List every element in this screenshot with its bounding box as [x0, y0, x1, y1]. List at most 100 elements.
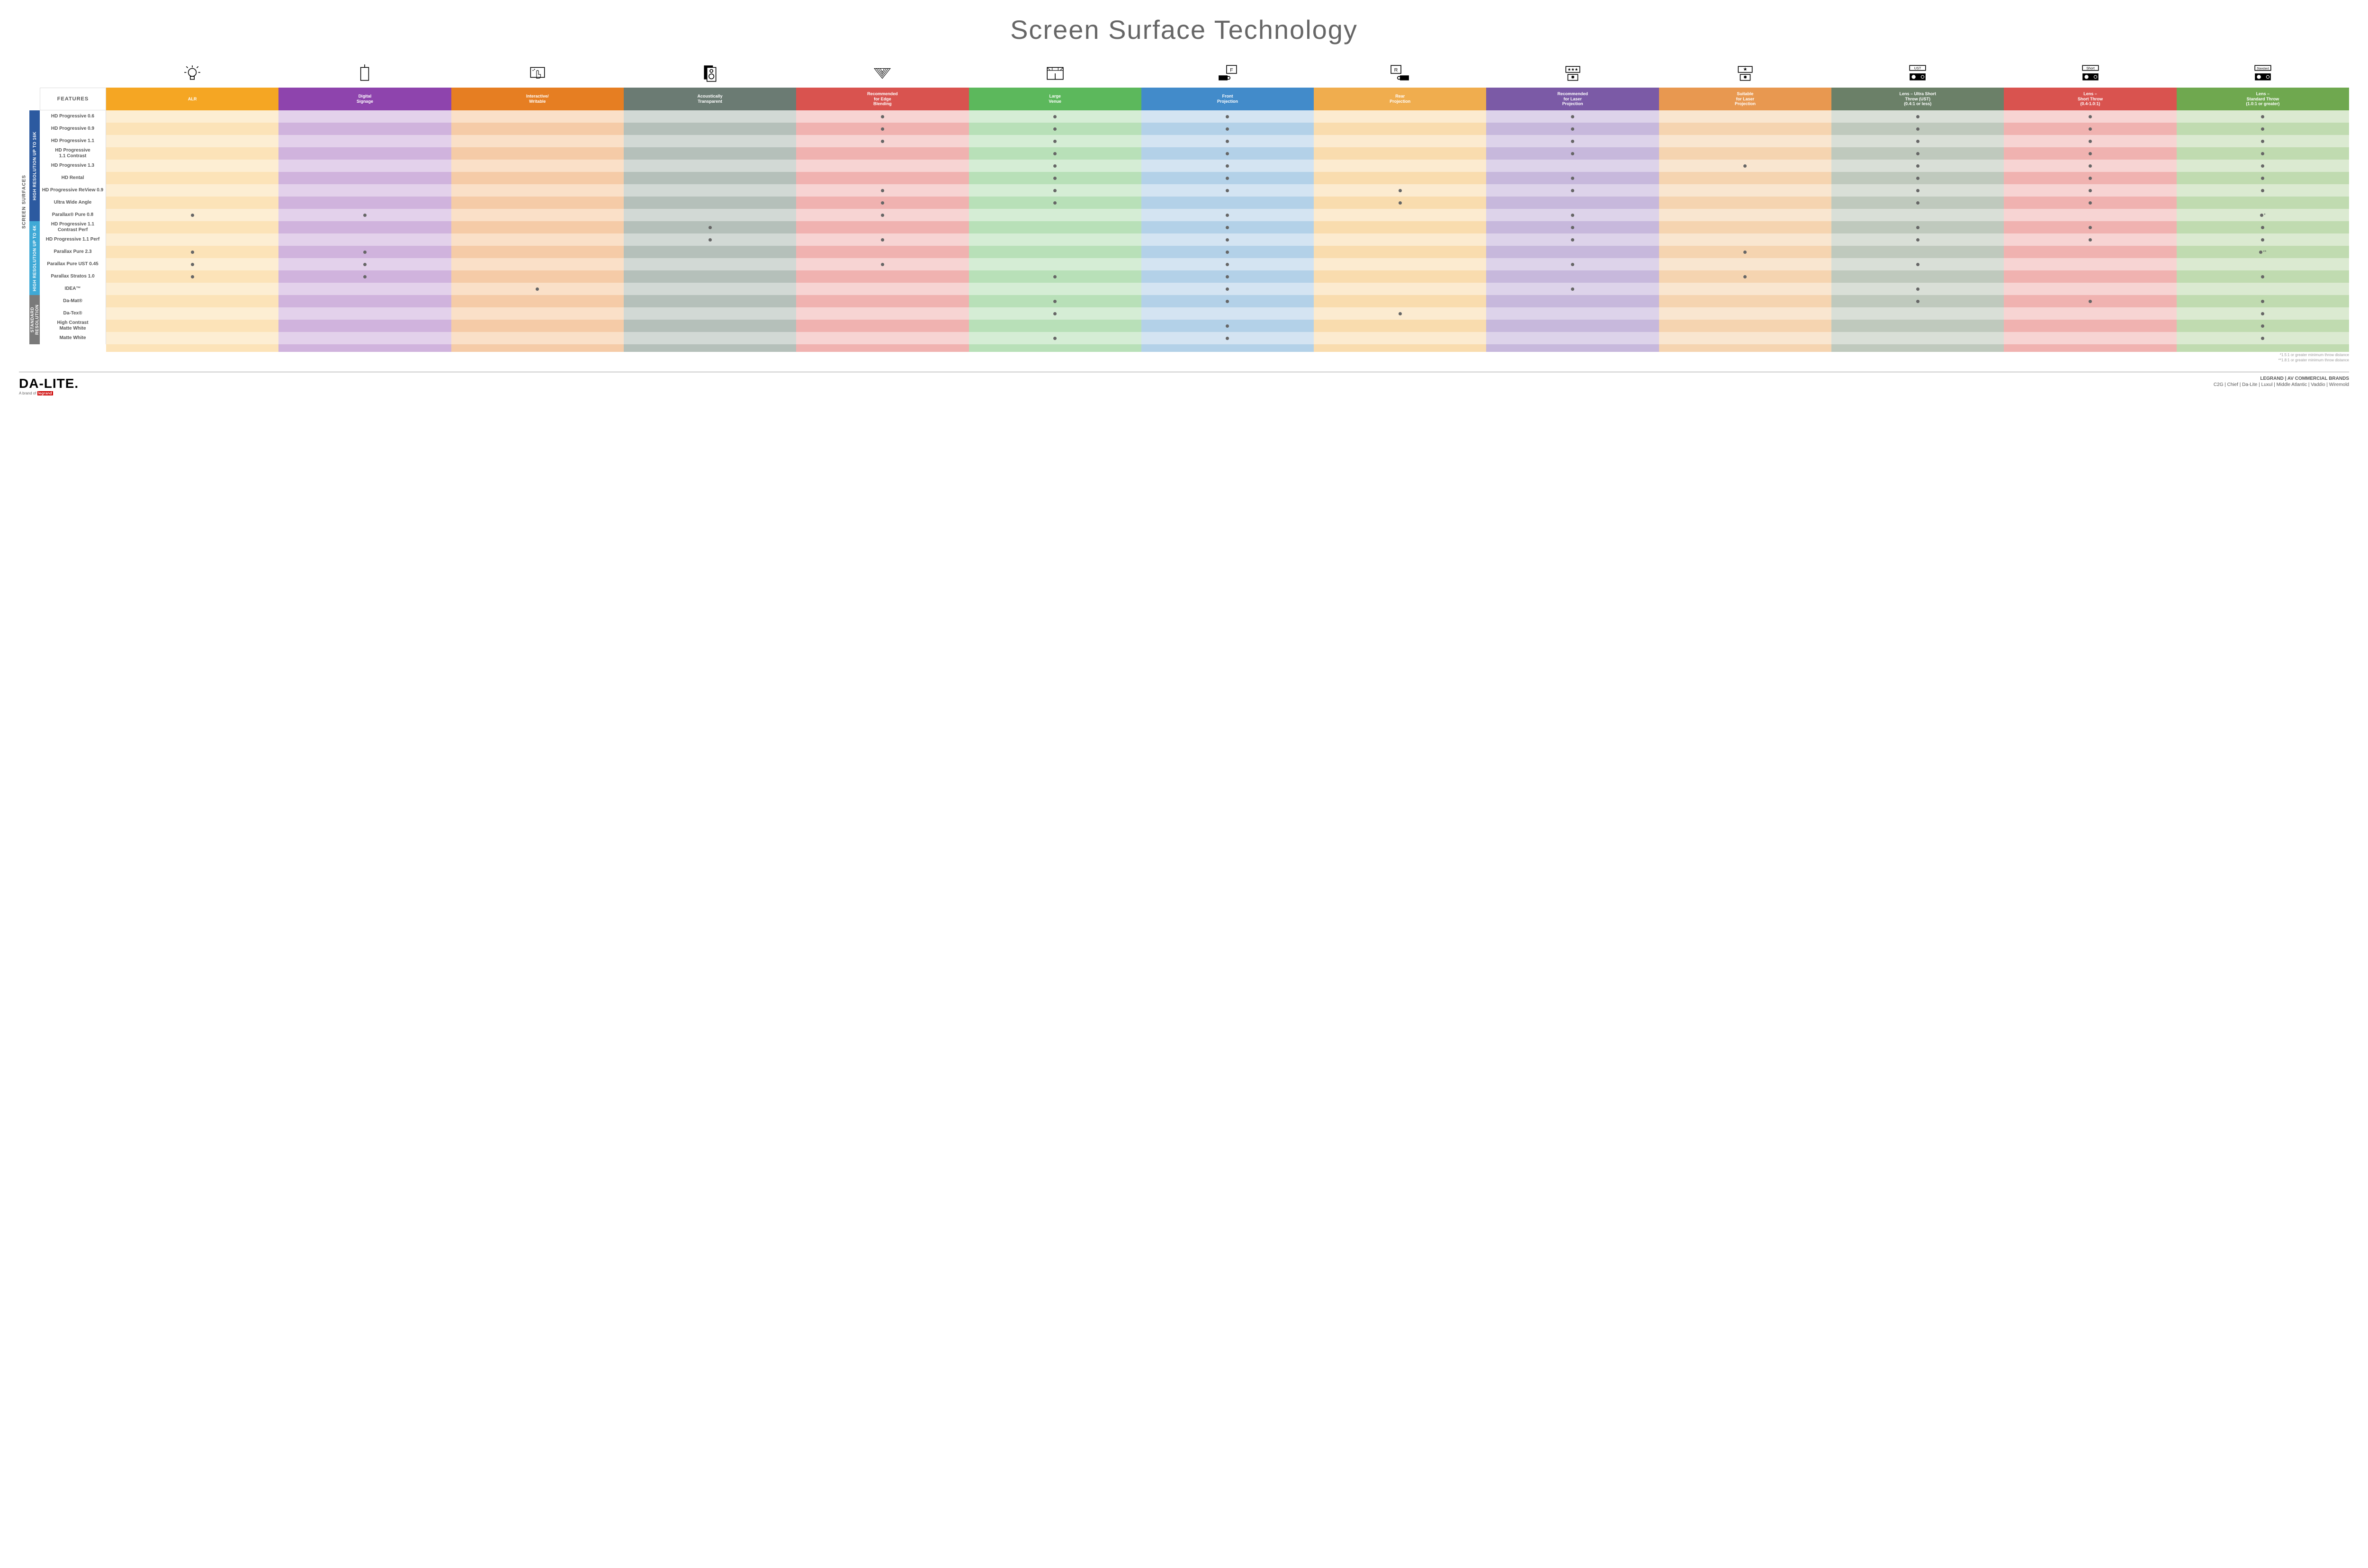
features-header: FEATURES	[40, 88, 106, 110]
col-header-interactive: Interactive/Writable	[451, 88, 624, 110]
cell	[1314, 307, 1486, 320]
cell	[106, 135, 278, 147]
cell	[2177, 307, 2349, 320]
cell	[278, 197, 451, 209]
cell	[451, 221, 624, 233]
cell	[2004, 233, 2176, 246]
cell	[106, 320, 278, 332]
cell	[624, 110, 796, 123]
row-label: HD Progressive 1.1	[40, 135, 106, 147]
cell	[106, 233, 278, 246]
col-header-front: FrontProjection	[1141, 88, 1314, 110]
cell	[278, 246, 451, 258]
cell	[969, 270, 1141, 283]
cell	[2177, 283, 2349, 295]
cell	[2177, 160, 2349, 172]
cell	[2004, 221, 2176, 233]
row-label: Matte White	[40, 332, 106, 344]
row-label: High ContrastMatte White	[40, 320, 106, 332]
cell	[1314, 283, 1486, 295]
cell	[451, 295, 624, 307]
cell	[278, 147, 451, 160]
cell	[2177, 172, 2349, 184]
cell	[1314, 295, 1486, 307]
cell	[1831, 184, 2004, 197]
cell	[1141, 258, 1314, 270]
cell	[1486, 295, 1659, 307]
cell	[1659, 270, 1831, 283]
cell	[451, 160, 624, 172]
col-header-rear: RearProjection	[1314, 88, 1486, 110]
svg-text:R: R	[1394, 67, 1398, 73]
row-label: Da-Mat®	[40, 295, 106, 307]
cell	[1486, 320, 1659, 332]
cell	[1314, 258, 1486, 270]
brands-block: LEGRAND | AV COMMERCIAL BRANDS C2G | Chi…	[2214, 376, 2349, 387]
row-label: IDEA™	[40, 283, 106, 295]
feature-grid: FR★★★✸★✸USTShortStandardFEATURESALRDigit…	[40, 59, 2349, 352]
cell	[1314, 270, 1486, 283]
cell	[1314, 233, 1486, 246]
cell	[1314, 184, 1486, 197]
cell	[2004, 172, 2176, 184]
cell	[1141, 283, 1314, 295]
cell	[1314, 123, 1486, 135]
cell	[624, 258, 796, 270]
col-header-signage: DigitalSignage	[278, 88, 451, 110]
row-label: Parallax Pure UST 0.45	[40, 258, 106, 270]
cell	[1831, 307, 2004, 320]
cell	[796, 295, 969, 307]
cell	[106, 160, 278, 172]
cell	[1659, 184, 1831, 197]
cell	[796, 197, 969, 209]
cell	[278, 307, 451, 320]
cell	[969, 197, 1141, 209]
page-title: Screen Surface Technology	[19, 14, 2349, 45]
cell	[278, 123, 451, 135]
cell	[1141, 295, 1314, 307]
cell	[1486, 246, 1659, 258]
cell	[2004, 258, 2176, 270]
cell	[1141, 332, 1314, 344]
cell	[106, 332, 278, 344]
cell	[624, 197, 796, 209]
cell	[624, 307, 796, 320]
cell	[969, 184, 1141, 197]
cell	[796, 283, 969, 295]
cell	[1486, 184, 1659, 197]
icon-laser_suit: ★✸	[1659, 59, 1831, 88]
cell	[1486, 197, 1659, 209]
cell	[1141, 233, 1314, 246]
cell	[1659, 332, 1831, 344]
row-label: Ultra Wide Angle	[40, 197, 106, 209]
cell	[278, 172, 451, 184]
cell	[1486, 110, 1659, 123]
row-label: HD Progressive 0.9	[40, 123, 106, 135]
row-label: HD Progressive 1.3	[40, 160, 106, 172]
cell	[1659, 209, 1831, 221]
cell	[2004, 160, 2176, 172]
cell	[278, 110, 451, 123]
cell	[451, 307, 624, 320]
cell	[1831, 221, 2004, 233]
cell	[1831, 172, 2004, 184]
cell	[969, 320, 1141, 332]
cell	[278, 283, 451, 295]
cell	[624, 123, 796, 135]
cell	[278, 320, 451, 332]
cell	[2004, 135, 2176, 147]
svg-text:UST: UST	[1914, 66, 1921, 71]
cell	[796, 332, 969, 344]
cell	[1314, 172, 1486, 184]
cell	[106, 295, 278, 307]
cell	[1659, 320, 1831, 332]
group-label: HIGH RESOLUTION UP TO 16K	[29, 110, 40, 221]
svg-text:★: ★	[1743, 67, 1748, 72]
logo: DA-LITE.	[19, 376, 79, 391]
cell	[1659, 283, 1831, 295]
cell	[796, 209, 969, 221]
cell	[106, 270, 278, 283]
cell	[278, 221, 451, 233]
cell	[451, 246, 624, 258]
row-label: Parallax Stratos 1.0	[40, 270, 106, 283]
